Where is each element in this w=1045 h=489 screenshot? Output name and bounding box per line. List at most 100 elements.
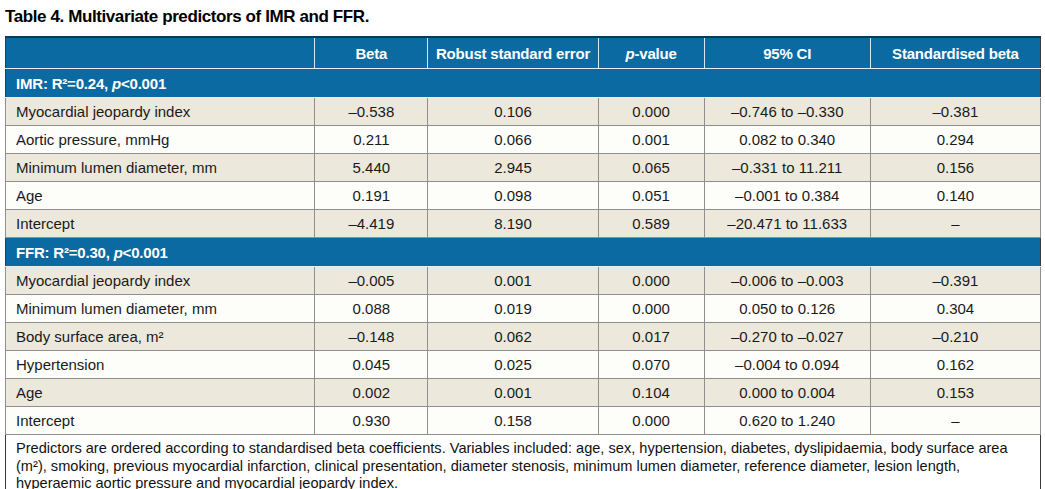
std-beta-value: 0.162 (870, 351, 1040, 379)
table-row: Minimum lumen diameter, mm 0.088 0.019 0… (6, 295, 1041, 323)
rse-value: 0.001 (428, 267, 598, 295)
p-value: 0.070 (598, 351, 704, 379)
ci-value: 0.000 to 0.004 (704, 379, 870, 407)
footnote-row: Predictors are ordered according to stan… (6, 435, 1041, 489)
rse-value: 2.945 (428, 154, 598, 182)
table-header: Beta Robust standard error p-value 95% C… (6, 37, 1041, 69)
std-beta-value: 0.140 (870, 182, 1040, 210)
beta-value: 5.440 (315, 154, 428, 182)
ci-value: –0.270 to –0.027 (704, 323, 870, 351)
p-value: 0.104 (598, 379, 704, 407)
section-title-pre: IMR: R²=0.24, (16, 75, 112, 92)
header-p-italic: p (626, 45, 635, 62)
p-value: 0.000 (598, 295, 704, 323)
row-label: Intercept (6, 407, 315, 435)
section-title-post: <0.001 (123, 244, 168, 261)
table-row: Myocardial jeopardy index –0.005 0.001 0… (6, 267, 1041, 295)
ci-value: –0.746 to –0.330 (704, 98, 870, 126)
rse-value: 0.098 (428, 182, 598, 210)
table-row: Age 0.002 0.001 0.104 0.000 to 0.004 0.1… (6, 379, 1041, 407)
beta-value: 0.211 (315, 126, 428, 154)
row-label: Body surface area, m² (6, 323, 315, 351)
header-std-beta: Standardised beta (870, 37, 1040, 69)
section-header-imr: IMR: R²=0.24, p<0.001 (6, 69, 1041, 98)
section-title-pre: FFR: R²=0.30, (16, 244, 114, 261)
beta-value: 0.002 (315, 379, 428, 407)
header-row: Beta Robust standard error p-value 95% C… (6, 37, 1041, 69)
table-row: Hypertension 0.045 0.025 0.070 –0.004 to… (6, 351, 1041, 379)
section-imr: IMR: R²=0.24, p<0.001 Myocardial jeopard… (6, 69, 1041, 238)
p-value: 0.001 (598, 126, 704, 154)
multivariate-predictors-table: Beta Robust standard error p-value 95% C… (5, 36, 1041, 489)
table-title: Table 4. Multivariate predictors of IMR … (5, 7, 1045, 27)
header-beta: Beta (315, 37, 428, 69)
p-value: 0.589 (598, 210, 704, 238)
std-beta-value: 0.294 (870, 126, 1040, 154)
rse-value: 0.158 (428, 407, 598, 435)
row-label: Age (6, 379, 315, 407)
table-footer: Predictors are ordered according to stan… (6, 435, 1041, 489)
beta-value: 0.088 (315, 295, 428, 323)
beta-value: –0.538 (315, 98, 428, 126)
table-row: Intercept 0.930 0.158 0.000 0.620 to 1.2… (6, 407, 1041, 435)
section-title-ffr: FFR: R²=0.30, p<0.001 (6, 238, 1041, 267)
header-ci: 95% CI (704, 37, 870, 69)
ci-value: 0.082 to 0.340 (704, 126, 870, 154)
section-title-imr: IMR: R²=0.24, p<0.001 (6, 69, 1041, 98)
header-p-rest: -value (635, 45, 677, 62)
beta-value: 0.930 (315, 407, 428, 435)
table-row: Age 0.191 0.098 0.051 –0.001 to 0.384 0.… (6, 182, 1041, 210)
std-beta-value: –0.210 (870, 323, 1040, 351)
header-p-value: p-value (598, 37, 704, 69)
std-beta-value: –0.391 (870, 267, 1040, 295)
row-label: Hypertension (6, 351, 315, 379)
table-row: Intercept –4.419 8.190 0.589 –20.471 to … (6, 210, 1041, 238)
section-title-p: p (114, 244, 123, 261)
rse-value: 0.001 (428, 379, 598, 407)
header-robust-se: Robust standard error (428, 37, 598, 69)
row-label: Age (6, 182, 315, 210)
section-header-ffr: FFR: R²=0.30, p<0.001 (6, 238, 1041, 267)
row-label: Minimum lumen diameter, mm (6, 295, 315, 323)
header-empty (6, 37, 315, 69)
rse-value: 8.190 (428, 210, 598, 238)
table-row: Myocardial jeopardy index –0.538 0.106 0… (6, 98, 1041, 126)
table-row: Minimum lumen diameter, mm 5.440 2.945 0… (6, 154, 1041, 182)
rse-value: 0.106 (428, 98, 598, 126)
std-beta-value: – (870, 210, 1040, 238)
row-label: Aortic pressure, mmHg (6, 126, 315, 154)
p-value: 0.000 (598, 98, 704, 126)
row-label: Myocardial jeopardy index (6, 267, 315, 295)
p-value: 0.000 (598, 267, 704, 295)
beta-value: –0.148 (315, 323, 428, 351)
std-beta-value: 0.156 (870, 154, 1040, 182)
ci-value: –0.006 to –0.003 (704, 267, 870, 295)
table-row: Body surface area, m² –0.148 0.062 0.017… (6, 323, 1041, 351)
section-title-p: p (112, 75, 121, 92)
footnote-text: Predictors are ordered according to stan… (6, 435, 1041, 489)
beta-value: 0.045 (315, 351, 428, 379)
p-value: 0.051 (598, 182, 704, 210)
p-value: 0.000 (598, 407, 704, 435)
ci-value: –0.004 to 0.094 (704, 351, 870, 379)
ci-value: –0.001 to 0.384 (704, 182, 870, 210)
ci-value: 0.620 to 1.240 (704, 407, 870, 435)
rse-value: 0.019 (428, 295, 598, 323)
row-label: Intercept (6, 210, 315, 238)
table-row: Aortic pressure, mmHg 0.211 0.066 0.001 … (6, 126, 1041, 154)
section-title-post: <0.001 (121, 75, 166, 92)
std-beta-value: 0.153 (870, 379, 1040, 407)
std-beta-value: –0.381 (870, 98, 1040, 126)
std-beta-value: – (870, 407, 1040, 435)
ci-value: –0.331 to 11.211 (704, 154, 870, 182)
row-label: Minimum lumen diameter, mm (6, 154, 315, 182)
beta-value: 0.191 (315, 182, 428, 210)
beta-value: –4.419 (315, 210, 428, 238)
rse-value: 0.025 (428, 351, 598, 379)
p-value: 0.017 (598, 323, 704, 351)
rse-value: 0.066 (428, 126, 598, 154)
page: Table 4. Multivariate predictors of IMR … (0, 0, 1045, 489)
section-ffr: FFR: R²=0.30, p<0.001 Myocardial jeopard… (6, 238, 1041, 435)
beta-value: –0.005 (315, 267, 428, 295)
ci-value: –20.471 to 11.633 (704, 210, 870, 238)
